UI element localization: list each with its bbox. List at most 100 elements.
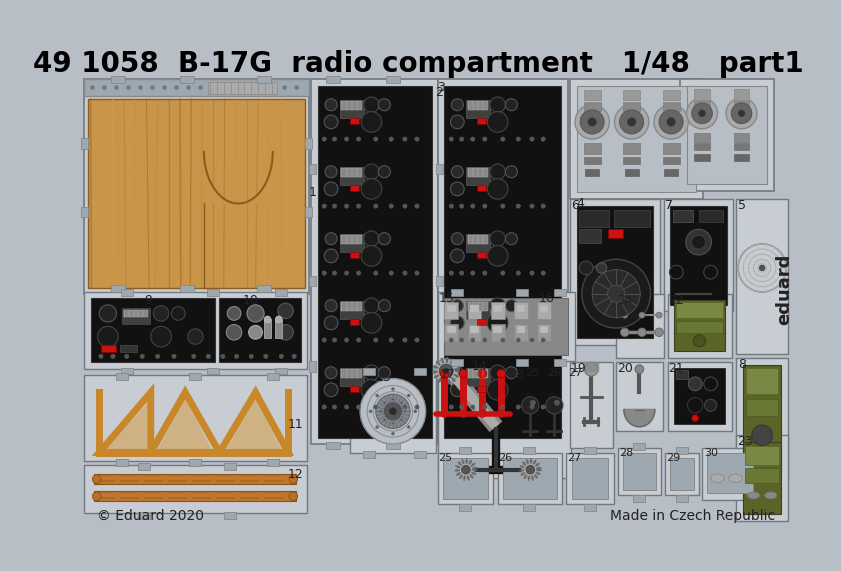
Text: 3: 3 bbox=[437, 81, 446, 94]
Bar bbox=[84, 292, 307, 369]
Bar bbox=[275, 368, 288, 375]
Circle shape bbox=[669, 266, 683, 279]
Bar bbox=[121, 289, 133, 296]
Circle shape bbox=[654, 104, 688, 139]
Bar bbox=[570, 79, 703, 199]
Ellipse shape bbox=[764, 492, 777, 499]
Circle shape bbox=[206, 354, 210, 359]
Circle shape bbox=[187, 86, 191, 90]
Circle shape bbox=[278, 324, 294, 340]
Bar bbox=[180, 285, 193, 292]
Bar bbox=[267, 373, 278, 380]
Bar bbox=[447, 326, 456, 333]
Text: 18: 18 bbox=[509, 368, 525, 381]
Bar bbox=[340, 234, 363, 252]
Circle shape bbox=[235, 354, 239, 359]
Bar bbox=[207, 368, 219, 375]
Bar bbox=[267, 460, 278, 467]
Bar bbox=[734, 89, 749, 99]
Circle shape bbox=[249, 325, 262, 339]
Circle shape bbox=[174, 86, 178, 90]
Circle shape bbox=[530, 405, 534, 409]
Circle shape bbox=[488, 111, 508, 132]
Circle shape bbox=[235, 86, 239, 90]
Bar bbox=[442, 458, 489, 499]
Bar bbox=[618, 448, 661, 496]
Circle shape bbox=[376, 394, 378, 397]
Text: 23: 23 bbox=[738, 435, 753, 448]
Text: © Eduard 2020: © Eduard 2020 bbox=[97, 509, 204, 523]
Bar bbox=[180, 77, 193, 83]
Bar bbox=[84, 465, 307, 513]
Text: 7: 7 bbox=[665, 199, 673, 212]
Circle shape bbox=[322, 271, 326, 275]
Circle shape bbox=[322, 204, 326, 208]
Circle shape bbox=[99, 354, 103, 359]
Circle shape bbox=[554, 400, 559, 405]
Bar bbox=[584, 90, 600, 100]
Circle shape bbox=[363, 164, 379, 179]
Circle shape bbox=[325, 249, 338, 263]
Bar bbox=[468, 235, 489, 244]
Circle shape bbox=[361, 380, 382, 400]
Circle shape bbox=[531, 400, 536, 405]
Text: 26: 26 bbox=[499, 452, 513, 463]
Bar bbox=[209, 82, 277, 94]
Circle shape bbox=[275, 316, 282, 323]
Bar bbox=[633, 443, 645, 450]
Bar bbox=[676, 321, 722, 333]
Circle shape bbox=[620, 110, 643, 134]
Bar bbox=[680, 79, 775, 191]
Circle shape bbox=[415, 338, 419, 342]
Circle shape bbox=[459, 369, 468, 378]
Circle shape bbox=[521, 397, 539, 414]
Bar bbox=[743, 442, 781, 514]
Polygon shape bbox=[204, 152, 272, 203]
Circle shape bbox=[403, 405, 407, 409]
Circle shape bbox=[389, 204, 394, 208]
Bar bbox=[663, 90, 680, 100]
Circle shape bbox=[541, 137, 545, 141]
Circle shape bbox=[530, 271, 534, 275]
Bar bbox=[116, 373, 129, 380]
Circle shape bbox=[258, 86, 263, 90]
Circle shape bbox=[361, 111, 382, 132]
Bar bbox=[447, 305, 456, 312]
Bar bbox=[444, 298, 568, 355]
Circle shape bbox=[541, 405, 545, 409]
Circle shape bbox=[490, 231, 505, 247]
Circle shape bbox=[656, 312, 662, 318]
Bar bbox=[341, 168, 362, 177]
Bar bbox=[585, 169, 599, 176]
Polygon shape bbox=[225, 399, 282, 451]
Bar bbox=[663, 143, 680, 154]
Circle shape bbox=[124, 354, 129, 359]
Bar bbox=[444, 324, 458, 341]
Circle shape bbox=[451, 383, 464, 397]
Bar bbox=[121, 368, 133, 375]
Bar bbox=[491, 302, 505, 319]
Text: eduard: eduard bbox=[775, 254, 793, 325]
Circle shape bbox=[140, 354, 145, 359]
Bar bbox=[516, 289, 528, 296]
Text: 12: 12 bbox=[288, 468, 304, 481]
Circle shape bbox=[451, 182, 464, 196]
Circle shape bbox=[379, 410, 382, 413]
Text: 4: 4 bbox=[577, 198, 584, 211]
Circle shape bbox=[383, 419, 386, 421]
Circle shape bbox=[126, 86, 130, 90]
Bar bbox=[341, 302, 362, 311]
Bar bbox=[468, 369, 489, 378]
Bar bbox=[516, 305, 525, 312]
Circle shape bbox=[400, 419, 403, 421]
Circle shape bbox=[345, 405, 349, 409]
Circle shape bbox=[93, 492, 101, 501]
Bar bbox=[737, 199, 788, 354]
Circle shape bbox=[172, 354, 176, 359]
Circle shape bbox=[471, 137, 475, 141]
Circle shape bbox=[294, 86, 299, 90]
Circle shape bbox=[383, 401, 386, 404]
Bar bbox=[554, 359, 566, 366]
Circle shape bbox=[389, 407, 397, 416]
Bar bbox=[341, 235, 362, 244]
